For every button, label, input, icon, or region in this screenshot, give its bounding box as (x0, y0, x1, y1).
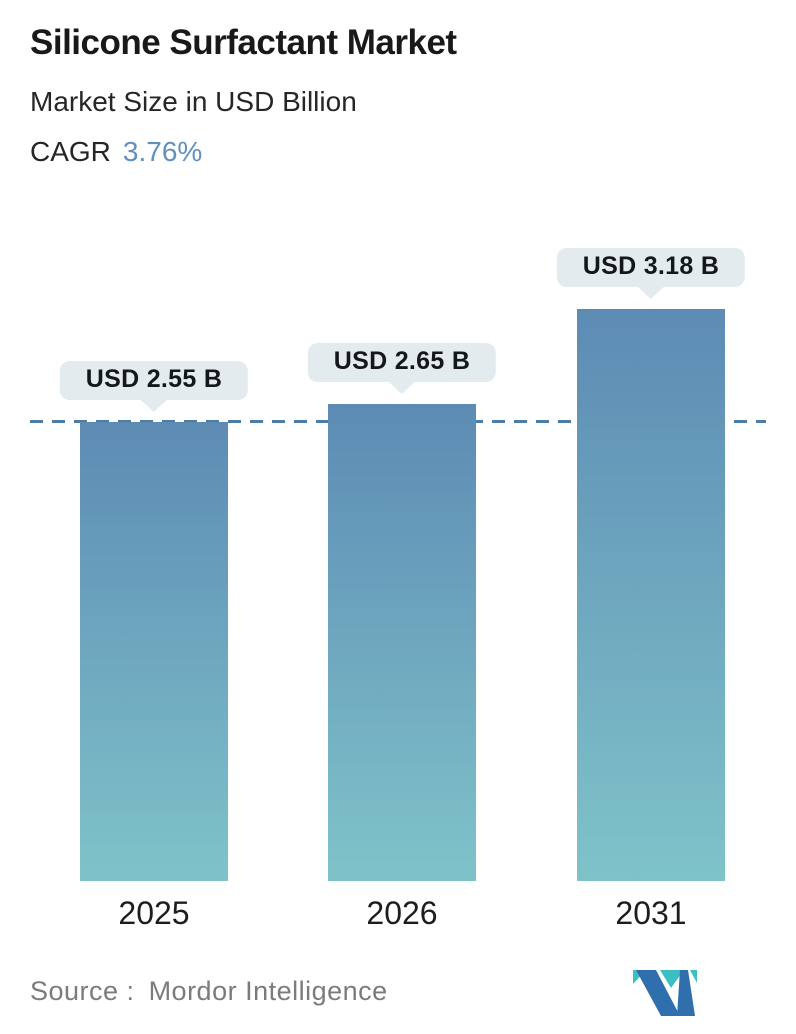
bar-2026 (328, 404, 476, 881)
bar-group: USD 3.18 B 2031 (556, 248, 746, 931)
bar-value-label-2031: USD 3.18 B (556, 248, 746, 287)
chart-header: Silicone Surfactant Market Market Size i… (30, 22, 457, 168)
x-axis-label-2026: 2026 (366, 895, 438, 931)
cagr-label: CAGR (30, 136, 111, 167)
mordor-intelligence-logo-icon (633, 970, 697, 1016)
bar-value-label-2026: USD 2.65 B (307, 343, 497, 382)
bar-2031 (577, 309, 725, 881)
plot-area: USD 2.55 B 2025 USD 2.65 B 2026 USD 3.18… (30, 220, 766, 931)
bar-2025 (80, 422, 228, 881)
cagr-value: 3.76% (122, 136, 203, 167)
x-axis-label-2025: 2025 (118, 895, 190, 931)
cagr-line: CAGR 3.76% (30, 136, 457, 168)
source-value: Mordor Intelligence (148, 976, 388, 1006)
chart-subtitle: Market Size in USD Billion (30, 86, 357, 117)
source-attribution: Source : Mordor Intelligence (30, 976, 388, 1007)
page-title: Silicone Surfactant Market (30, 23, 457, 62)
bar-group: USD 2.55 B 2025 (59, 361, 249, 931)
x-axis-label-2031: 2031 (615, 895, 687, 931)
bar-value-label-2025: USD 2.55 B (59, 361, 249, 400)
bar-group: USD 2.65 B 2026 (307, 343, 497, 931)
source-label: Source : (30, 976, 135, 1006)
